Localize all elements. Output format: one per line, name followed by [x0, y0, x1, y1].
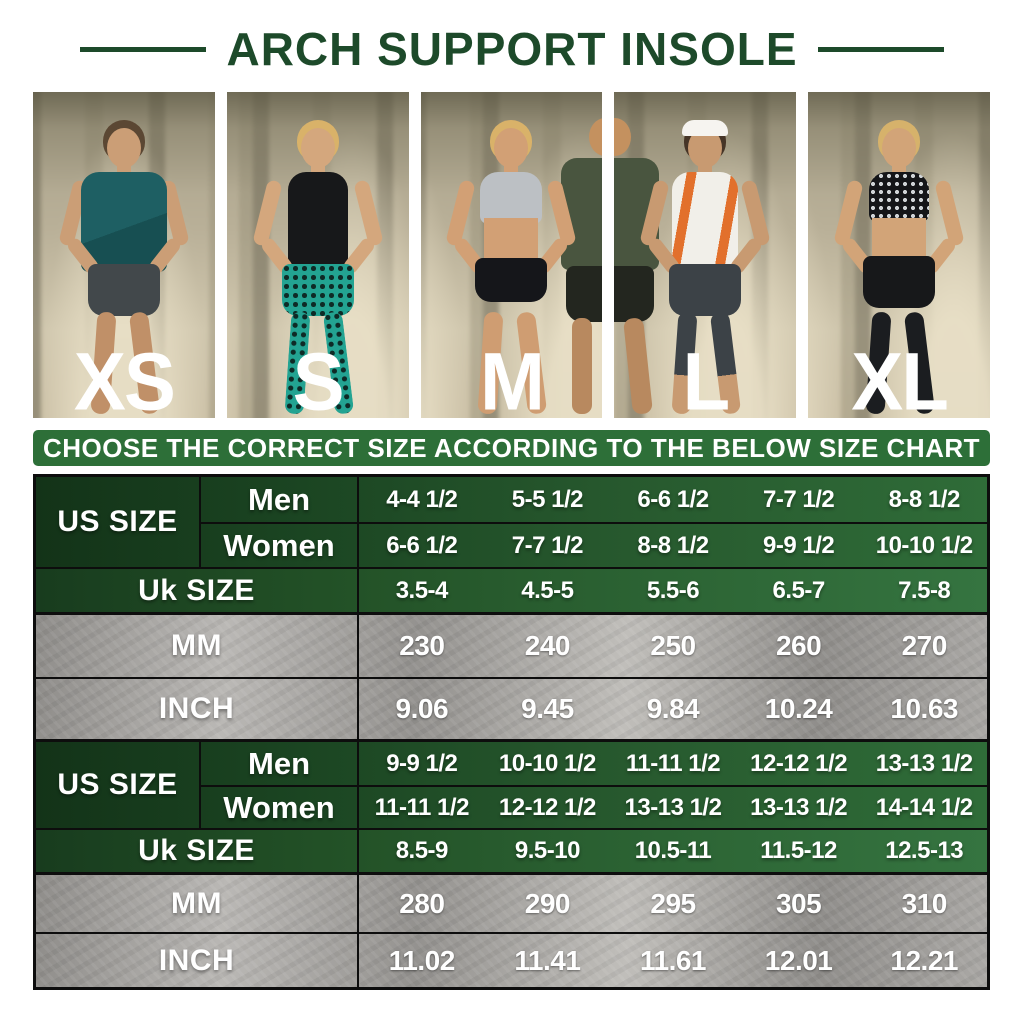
size-cell: 13-13 1/2: [735, 785, 862, 828]
size-cell: 310: [901, 887, 948, 919]
size-cell: 3.5-4: [395, 576, 449, 604]
photo-panel-s: S: [226, 92, 409, 418]
us-size-label: US SIZE: [36, 742, 201, 828]
title-rule-right: [817, 46, 944, 52]
photo-panel-xl: XL: [808, 92, 990, 418]
mm-row-2: MM 280 290 295 305 310: [36, 872, 987, 932]
size-cell: 250: [650, 630, 696, 661]
mm-row-1: MM 230 240 250 260 270: [36, 612, 987, 677]
men-label: Men: [201, 742, 359, 785]
size-cell: 240: [524, 630, 571, 661]
size-cell: 9-9 1/2: [735, 522, 862, 567]
us-size-block-2: US SIZE Men 9-9 1/2 10-10 1/2 11-11 1/2 …: [36, 739, 987, 828]
size-cell: 10-10 1/2: [861, 522, 987, 567]
inch-label: INCH: [36, 934, 359, 987]
photo-panel-m: M: [420, 92, 603, 418]
size-cell: 11.02: [388, 944, 456, 976]
size-cell: 295: [650, 887, 696, 919]
size-cell: 4.5-5: [521, 576, 574, 604]
size-cell: 12-12 1/2: [750, 749, 848, 777]
uk-size-row-2: Uk SIZE 8.5-9 9.5-10 10.5-11 11.5-12 12.…: [36, 828, 987, 872]
title-rule-left: [80, 46, 207, 52]
size-cell: 9.45: [521, 693, 574, 724]
uk-size-row-1: Uk SIZE 3.5-4 4.5-5 5.5-6 6.5-7 7.5-8: [36, 567, 987, 612]
size-cell: 9.84: [646, 693, 700, 724]
runner-photo-strip: XS S M: [33, 92, 990, 418]
us-size-label: US SIZE: [36, 477, 201, 567]
size-cell: 4-4 1/2: [386, 485, 458, 513]
mm-label: MM: [36, 875, 359, 932]
size-cell: 280: [399, 887, 445, 919]
size-label-xl: XL: [851, 334, 949, 418]
runner-woman-gray-bra: [445, 120, 578, 418]
size-cell: 9.5-10: [514, 837, 581, 864]
inch-row-2: INCH 11.02 11.41 11.61 12.01 12.21: [36, 932, 987, 987]
inch-label: INCH: [36, 679, 359, 739]
size-cell: 5-5 1/2: [511, 485, 584, 513]
size-label-s: S: [292, 334, 345, 418]
size-cell: 10-10 1/2: [498, 749, 596, 777]
size-cell: 14-14 1/2: [861, 785, 987, 828]
size-cell: 8-8 1/2: [610, 522, 736, 567]
size-label-l: L: [682, 334, 730, 418]
women-label: Women: [201, 785, 359, 828]
size-cell: 290: [524, 887, 571, 919]
size-cell: 9.06: [395, 693, 449, 724]
runner-woman-black-tank: [251, 120, 384, 418]
size-cell: 9-9 1/2: [386, 749, 458, 777]
size-cell: 230: [399, 630, 445, 661]
size-cell: 8.5-9: [395, 837, 449, 864]
size-cell: 7-7 1/2: [484, 522, 611, 567]
size-cell: 5.5-6: [646, 576, 700, 604]
size-cell: 12.5-13: [885, 837, 964, 864]
size-cell: 11-11 1/2: [359, 785, 485, 828]
size-cell: 260: [775, 630, 822, 661]
size-cell: 12-12 1/2: [484, 785, 611, 828]
size-cell: 11.61: [639, 944, 707, 976]
size-cell: 8-8 1/2: [888, 485, 961, 513]
size-cell: 7.5-8: [898, 576, 951, 604]
size-cell: 6-6 1/2: [359, 522, 485, 567]
photo-panel-xs: XS: [33, 92, 215, 418]
size-cell: 270: [901, 630, 948, 661]
size-cell: 305: [775, 887, 822, 919]
choose-size-banner: CHOOSE THE CORRECT SIZE ACCORDING TO THE…: [33, 430, 990, 466]
photo-panel-l: L: [614, 92, 797, 418]
size-cell: 6-6 1/2: [637, 485, 709, 513]
runner-woman-leopard-bra: [833, 120, 965, 418]
size-cell: 13-13 1/2: [875, 749, 973, 777]
women-label: Women: [201, 522, 359, 567]
size-label-m: M: [479, 334, 545, 418]
uk-size-label: Uk SIZE: [36, 569, 359, 612]
size-cell: 10.24: [764, 693, 833, 724]
size-cell: 12.01: [764, 944, 833, 976]
inch-row-1: INCH 9.06 9.45 9.84 10.24 10.63: [36, 677, 987, 739]
size-cell: 11.41: [514, 944, 581, 976]
size-cell: 13-13 1/2: [610, 785, 736, 828]
page-title: ARCH SUPPORT INSOLE: [226, 23, 798, 75]
size-cell: 7-7 1/2: [762, 485, 835, 513]
men-label: Men: [201, 477, 359, 522]
header: ARCH SUPPORT INSOLE: [0, 18, 1024, 80]
size-cell: 12.21: [890, 944, 958, 976]
size-label-xs: XS: [73, 334, 176, 418]
size-cell: 6.5-7: [772, 576, 825, 604]
runner-man-teal-shirt: [58, 120, 190, 418]
size-cell: 11-11 1/2: [625, 749, 721, 777]
size-cell: 10.5-11: [634, 837, 712, 864]
uk-size-label: Uk SIZE: [36, 830, 359, 872]
size-cell: 10.63: [890, 693, 958, 724]
runner-man-green-shirt-partial: [614, 118, 670, 418]
mm-label: MM: [36, 615, 359, 677]
size-chart-table: US SIZE Men 4-4 1/2 5-5 1/2 6-6 1/2 7-7 …: [33, 474, 990, 990]
runner-woman-white-visor: [639, 120, 772, 418]
us-size-block-1: US SIZE Men 4-4 1/2 5-5 1/2 6-6 1/2 7-7 …: [36, 477, 987, 567]
size-cell: 11.5-12: [760, 837, 837, 864]
